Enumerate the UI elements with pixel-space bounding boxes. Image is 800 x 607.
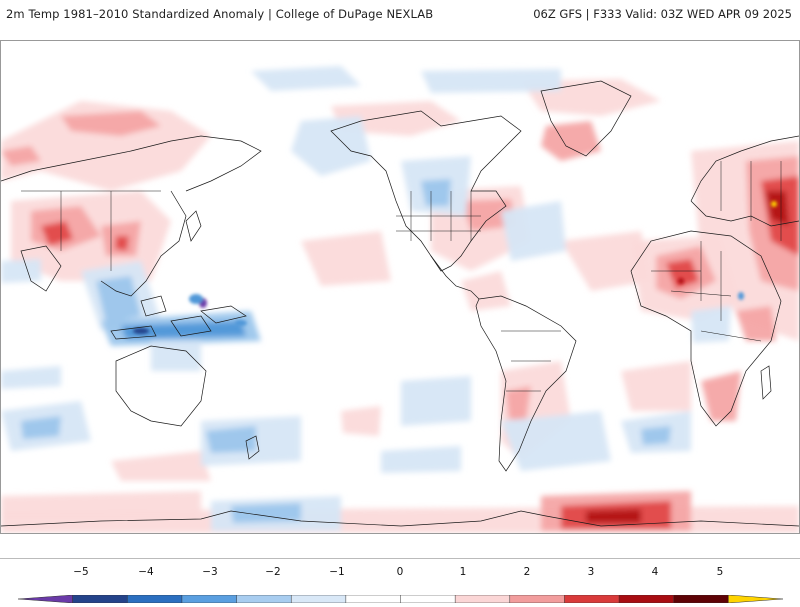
anomaly-shading — [1, 66, 799, 533]
colorbar-segment — [345, 594, 402, 604]
tick-label-neg3: −3 — [202, 566, 218, 578]
tick-label-neg2: −2 — [265, 566, 281, 578]
colorbar-legend: −5 −4 −3 −2 −1 0 1 2 3 4 5 — [0, 566, 800, 604]
tick-label-neg4: −4 — [138, 566, 154, 578]
colorbar-segment — [728, 594, 784, 604]
colorbar-segment — [673, 594, 730, 604]
tick-label-pos2: 2 — [523, 566, 531, 578]
colorbar-segment — [127, 594, 183, 604]
colorbar-segment — [181, 594, 238, 604]
colorbar-segment — [454, 594, 511, 604]
anomaly-map[interactable] — [0, 40, 800, 534]
header: 2m Temp 1981–2010 Standardized Anomaly |… — [0, 0, 800, 30]
colorbar-segment — [564, 594, 620, 604]
tick-label-pos3: 3 — [587, 566, 595, 578]
colorbar-segment — [17, 594, 73, 604]
tick-label-zero: 0 — [396, 566, 404, 578]
colorbar-segment — [236, 594, 292, 604]
colorbar-svg — [17, 594, 784, 604]
tick-label-neg1: −1 — [329, 566, 345, 578]
colorbar-segment — [400, 594, 456, 604]
colorbar-segment — [72, 594, 129, 604]
tick-label-neg5: −5 — [73, 566, 89, 578]
map-title: 2m Temp 1981–2010 Standardized Anomaly |… — [6, 7, 434, 21]
coastlines — [1, 80, 799, 527]
tick-label-pos4: 4 — [651, 566, 659, 578]
tick-label-pos1: 1 — [459, 566, 467, 578]
colorbar — [0, 588, 800, 604]
map-bottom-border — [0, 558, 800, 559]
colorbar-segment — [618, 594, 675, 604]
model-run-info: 06Z GFS | F333 Valid: 03Z WED APR 09 202… — [533, 7, 792, 21]
map-svg — [1, 66, 799, 533]
colorbar-segment — [509, 594, 566, 604]
anomaly-spots — [133, 201, 777, 334]
tick-label-pos5: 5 — [716, 566, 724, 578]
colorbar-segment — [290, 594, 347, 604]
